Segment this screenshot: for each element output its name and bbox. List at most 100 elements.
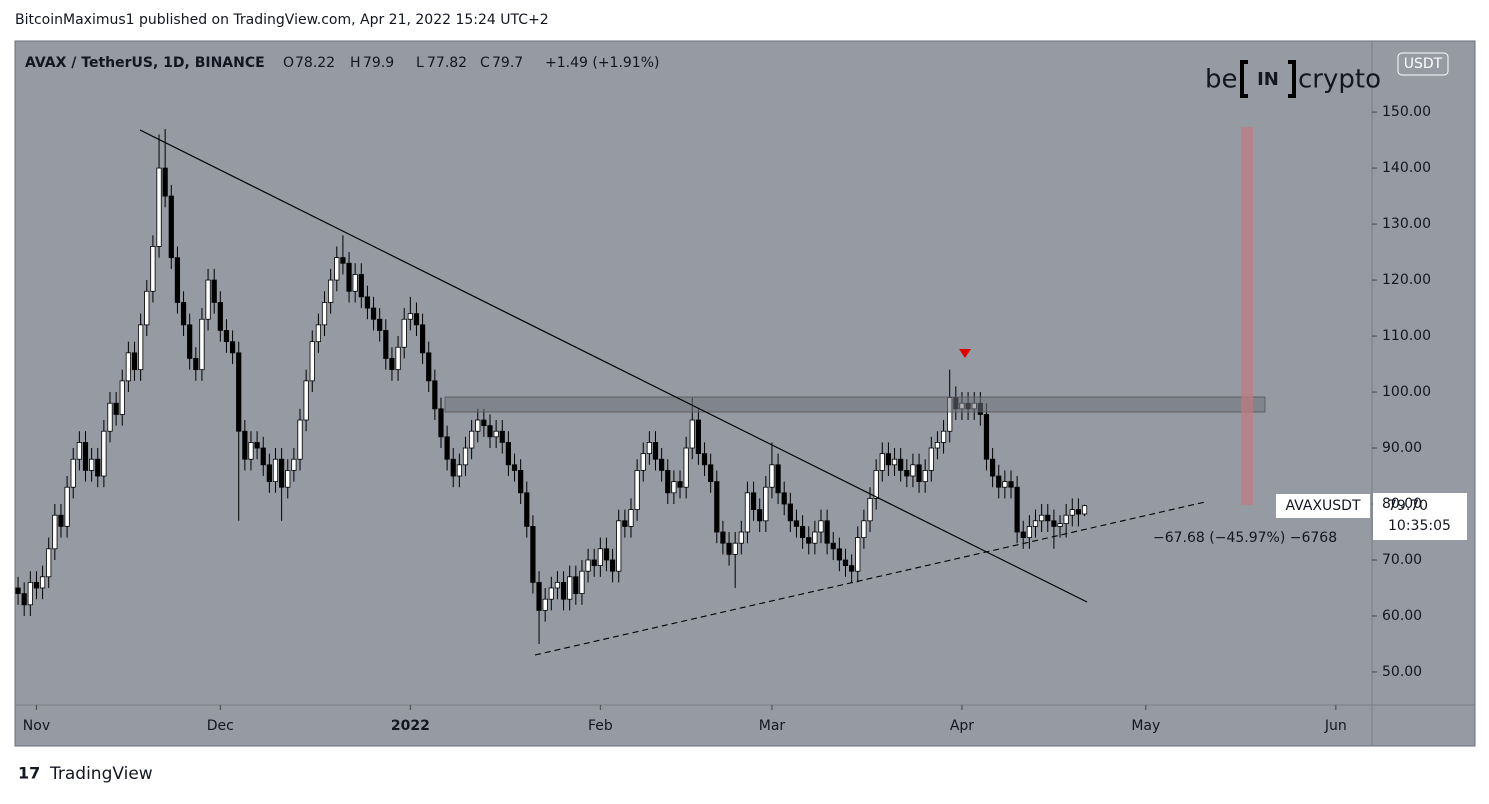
candle-body [750, 492, 757, 511]
candle-body [659, 458, 665, 471]
logo-brackets [1240, 60, 1296, 98]
y-tick-label: 120.00 [1382, 272, 1431, 288]
candle-body [542, 598, 548, 611]
y-tick-label: 110.00 [1382, 328, 1431, 344]
candle-body [27, 581, 33, 606]
y-tick-label: 70.00 [1382, 552, 1422, 568]
candle-body [567, 576, 573, 600]
candle-body [928, 447, 934, 471]
candle-body [818, 520, 824, 533]
c-label: C [480, 55, 490, 71]
candle-body [1069, 509, 1075, 516]
candle-body [493, 430, 499, 438]
x-tick-label: 2022 [391, 718, 430, 734]
candle-body [646, 442, 652, 455]
logo-be: be [1205, 65, 1238, 95]
candle-body [352, 274, 358, 292]
currency-box [1397, 52, 1449, 76]
candle-body [904, 470, 910, 477]
h-value: 79.9 [363, 55, 394, 71]
candle-body [1075, 509, 1082, 515]
candle-body [1032, 520, 1039, 527]
candle-body [934, 442, 941, 449]
candle-body [254, 442, 260, 449]
y-tick-label: 100.00 [1382, 384, 1431, 400]
candle-body [554, 581, 561, 589]
candle-body [260, 447, 266, 466]
candle-body [628, 509, 634, 527]
candle-body [824, 520, 830, 544]
candle-body [39, 576, 46, 589]
candle-body [524, 492, 530, 527]
candle-body [990, 458, 996, 477]
candle-body [1014, 486, 1020, 533]
candle-body [573, 576, 579, 594]
footer: TradingView [49, 764, 153, 784]
candle-body [266, 464, 272, 483]
candle-body [744, 492, 751, 533]
candle-body [1081, 505, 1088, 515]
candle-body [940, 430, 947, 443]
candle-body [855, 537, 861, 572]
candle-body [806, 537, 812, 544]
candle-body [33, 581, 40, 589]
candle-body [1026, 526, 1032, 539]
candle-body [101, 430, 107, 477]
candle-body [922, 470, 928, 483]
candle-body [389, 358, 395, 371]
c-value: 79.7 [492, 55, 523, 71]
candle-body [665, 470, 671, 494]
candle-body [763, 486, 769, 522]
ascending-support [534, 501, 1206, 656]
candle-body [95, 458, 101, 477]
candle-body [1057, 523, 1063, 527]
candle-body [689, 419, 695, 449]
candle-body [236, 352, 242, 432]
x-tick-label: Jun [1324, 718, 1347, 734]
candle-body [640, 453, 646, 471]
candle-body [180, 302, 187, 326]
candle-body [469, 430, 475, 449]
candle-body [15, 587, 21, 594]
candle-body [996, 475, 1002, 488]
candle-body [76, 442, 82, 460]
h-label: H [350, 55, 361, 71]
candle-body [444, 436, 450, 460]
x-tick-label: Feb [588, 718, 613, 734]
chart-panel [14, 40, 1476, 747]
change: +1.49 (+1.91%) [545, 55, 659, 71]
candle-body [229, 341, 236, 354]
candle-body [873, 470, 879, 499]
o-label: O [283, 55, 294, 71]
candle-body [499, 430, 505, 443]
candle-body [898, 458, 904, 471]
candle-body [836, 548, 842, 561]
candle-body [89, 458, 95, 471]
candle-body [413, 313, 420, 326]
candle-body [597, 548, 603, 566]
candle-body [211, 279, 217, 303]
candle-body [487, 425, 493, 438]
x-tick-label: Dec [207, 718, 234, 734]
candle-body [634, 470, 640, 511]
candle-body [616, 520, 622, 572]
price-tag-countdown: 10:35:05 [1388, 518, 1451, 534]
candle-body [891, 458, 898, 466]
candle-body [769, 464, 775, 488]
candle-body [983, 414, 990, 460]
candle-body [1002, 481, 1008, 488]
logo: be IN crypto [1205, 60, 1381, 98]
l-value: 77.82 [427, 55, 467, 71]
candle-body [174, 257, 181, 303]
candle-body [370, 307, 377, 320]
candle-body [107, 402, 113, 432]
candle-body [82, 442, 89, 471]
x-tick-label: Nov [23, 718, 50, 734]
candle-body [505, 442, 511, 466]
candle-body [144, 290, 150, 326]
candle-body [879, 453, 885, 471]
candle-body [223, 330, 230, 343]
candle-body [419, 324, 426, 354]
candle-body [560, 581, 567, 600]
